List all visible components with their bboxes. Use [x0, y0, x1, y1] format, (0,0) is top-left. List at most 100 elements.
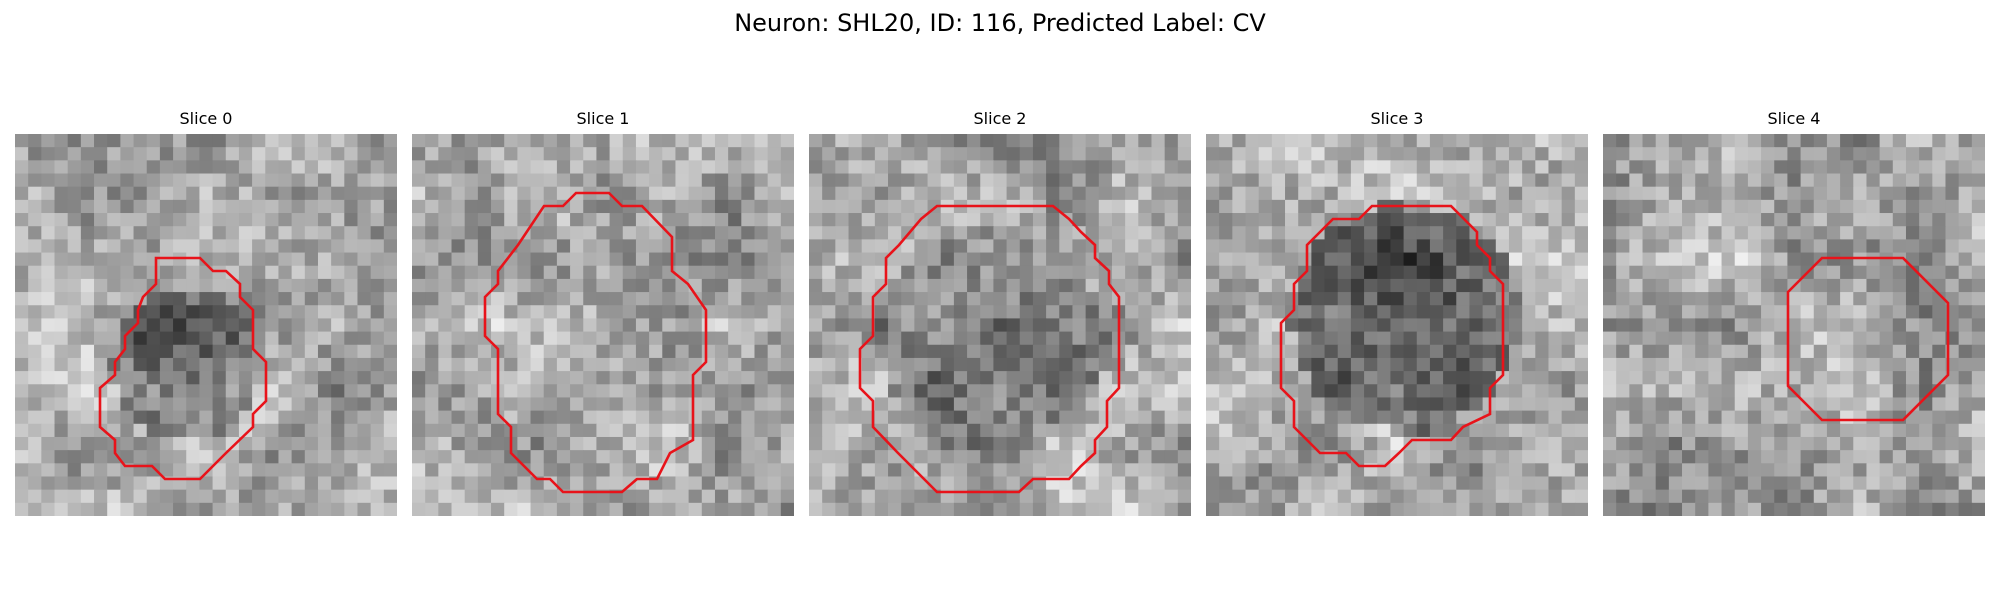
pixel: [1761, 318, 1775, 333]
slice-image-4: [1603, 134, 1985, 516]
pixel: [94, 239, 108, 254]
pixel: [1206, 278, 1220, 293]
slice-image-2: [809, 134, 1191, 516]
pixel: [1258, 397, 1273, 412]
pixel: [1443, 173, 1457, 188]
pixel: [1840, 160, 1854, 175]
pixel: [1429, 173, 1444, 188]
pixel: [741, 318, 756, 333]
pixel: [186, 292, 201, 306]
pixel: [517, 305, 532, 320]
pixel: [186, 331, 201, 346]
pixel: [556, 344, 571, 359]
pixel: [953, 331, 968, 346]
pixel: [265, 344, 280, 359]
pixel: [1019, 502, 1034, 516]
pixel: [1177, 476, 1191, 491]
pixel: [530, 147, 545, 161]
pixel: [1971, 331, 1985, 346]
pixel: [1840, 318, 1854, 333]
pixel: [1324, 436, 1339, 451]
pixel: [1561, 226, 1576, 240]
pixel: [1495, 147, 1510, 161]
pixel: [888, 134, 902, 148]
pixel: [238, 213, 253, 227]
pixel: [1695, 292, 1709, 306]
pixel: [570, 423, 584, 438]
pixel: [1059, 410, 1074, 425]
pixel: [714, 278, 729, 293]
pixel: [1245, 305, 1260, 320]
pixel: [822, 371, 836, 385]
pixel: [1721, 213, 1736, 227]
pixel: [344, 147, 359, 161]
pixel: [1508, 489, 1523, 504]
pixel: [1826, 292, 1841, 306]
pixel: [1482, 436, 1497, 451]
pixel: [1905, 450, 1920, 464]
grayscale-pixel-grid: [412, 134, 794, 516]
pixel: [1508, 436, 1523, 451]
pixel: [570, 239, 584, 254]
pixel: [728, 305, 742, 320]
pixel: [80, 344, 95, 359]
pixel: [159, 384, 174, 399]
pixel: [357, 213, 372, 227]
pixel: [1668, 265, 1683, 280]
pixel: [583, 397, 598, 412]
pixel: [1548, 213, 1563, 227]
pixel: [317, 502, 332, 516]
pixel: [1364, 173, 1378, 188]
pixel: [767, 199, 782, 214]
pixel: [1761, 331, 1775, 346]
pixel: [28, 384, 42, 399]
roi-contour: [483, 191, 708, 494]
pixel: [1138, 213, 1153, 227]
pixel: [953, 371, 968, 385]
pixel: [1826, 147, 1841, 161]
pixel: [1747, 252, 1762, 267]
pixel: [1377, 357, 1392, 372]
pixel: [1495, 226, 1510, 240]
pixel: [159, 186, 174, 201]
pixel: [714, 450, 729, 464]
pixel: [438, 186, 453, 201]
pixel: [425, 199, 439, 214]
pixel: [980, 252, 995, 267]
pixel: [517, 410, 532, 425]
pixel: [714, 292, 729, 306]
pixel: [1429, 357, 1444, 372]
pixel: [993, 239, 1008, 254]
pixel: [822, 186, 836, 201]
pixel: [1800, 173, 1815, 188]
pixel: [927, 252, 942, 267]
pixel: [1298, 199, 1312, 214]
pixel: [1429, 134, 1444, 148]
pixel: [914, 331, 929, 346]
pixel: [570, 305, 584, 320]
pixel: [1456, 147, 1471, 161]
pixel: [1390, 147, 1405, 161]
pixel: [186, 384, 201, 399]
pixel: [728, 344, 742, 359]
pixel: [662, 410, 677, 425]
pixel: [543, 226, 558, 240]
pixel: [1006, 134, 1021, 148]
pixel: [649, 502, 663, 516]
pixel: [1390, 331, 1405, 346]
pixel: [1932, 489, 1947, 504]
pixel: [1403, 450, 1418, 464]
pixel: [767, 344, 782, 359]
pixel: [199, 199, 214, 214]
pixel: [1508, 265, 1523, 280]
pixel: [1668, 463, 1683, 478]
pixel: [412, 410, 426, 425]
pixel: [1469, 199, 1484, 214]
pixel: [383, 384, 397, 399]
pixel: [1285, 502, 1299, 516]
pixel: [1059, 344, 1074, 359]
pixel: [1971, 423, 1985, 438]
pixel: [701, 423, 716, 438]
pixel: [383, 213, 397, 227]
pixel: [556, 305, 571, 320]
